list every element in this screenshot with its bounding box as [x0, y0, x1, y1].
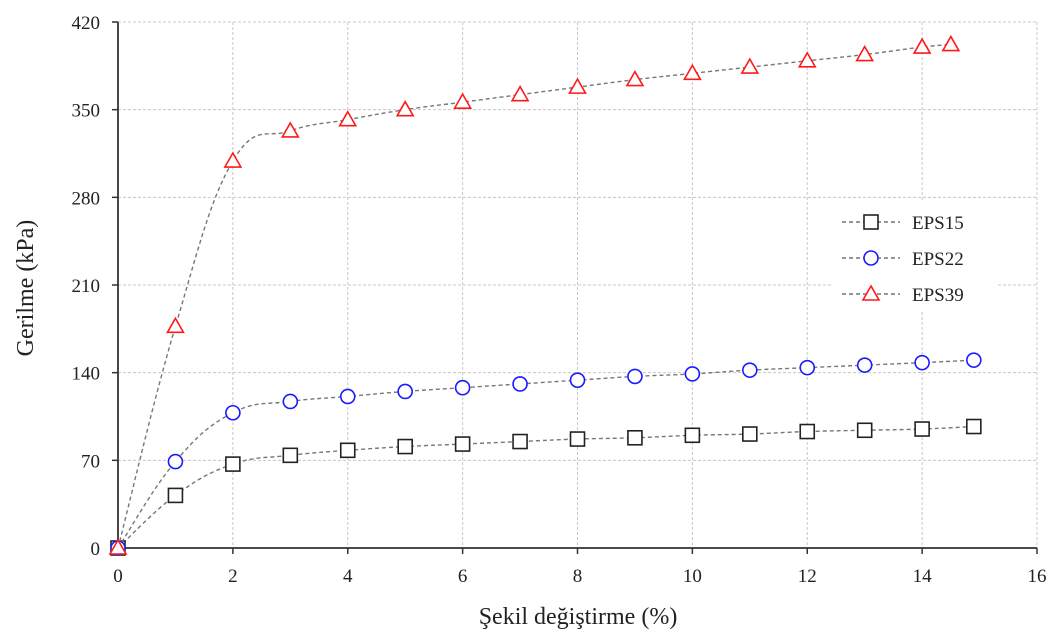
eps15-point — [684, 427, 701, 444]
eps15-point — [454, 436, 471, 452]
eps39-point — [568, 77, 587, 94]
eps15-point — [569, 431, 586, 447]
x-tick-label: 0 — [113, 566, 123, 587]
eps15-point — [966, 418, 982, 435]
eps15-point — [225, 456, 241, 472]
eps15-point — [627, 429, 643, 446]
legend-marker — [861, 284, 881, 301]
y-tick-label: 350 — [72, 101, 101, 122]
y-tick-label: 0 — [91, 539, 101, 560]
x-tick-label: 12 — [798, 566, 817, 587]
eps39-point — [338, 110, 358, 127]
eps15-point — [799, 423, 816, 440]
eps39-point — [108, 538, 128, 555]
eps39-point — [510, 85, 530, 102]
legend-label: EPS22 — [912, 249, 964, 270]
eps22-point — [397, 383, 413, 400]
eps22-point — [684, 366, 701, 382]
eps15-point — [339, 442, 356, 459]
legend-marker — [863, 250, 879, 266]
y-tick-label: 210 — [72, 276, 101, 297]
x-tick-label: 14 — [913, 566, 933, 587]
eps22-point — [627, 368, 643, 385]
y-tick-label: 140 — [72, 364, 101, 385]
eps22-point — [914, 354, 930, 371]
axes: 0 2 4 6 8 10 12 14 16 0 70 140 210 280 350 420 — [72, 13, 1047, 587]
y-tick-label: 420 — [72, 13, 101, 34]
series-eps15 — [110, 418, 982, 556]
eps15-point — [856, 422, 873, 439]
eps39-point — [280, 121, 300, 138]
series-line — [117, 43, 951, 549]
x-tick-label: 8 — [573, 566, 583, 587]
eps15-point — [167, 487, 184, 504]
eps15-point — [512, 433, 528, 450]
series-eps22 — [110, 352, 982, 556]
eps15-point — [914, 421, 930, 437]
legend-item-eps39: EPS39 — [842, 284, 964, 306]
x-tick-label: 10 — [683, 566, 702, 587]
eps15-point — [397, 438, 413, 455]
x-tick-label: 6 — [458, 566, 468, 587]
eps39-point — [740, 57, 760, 74]
legend-label: EPS39 — [912, 285, 964, 306]
x-tick-label: 2 — [228, 566, 238, 587]
eps22-point — [856, 357, 873, 373]
legend-item-eps15: EPS15 — [842, 213, 964, 234]
eps39-point — [223, 151, 243, 168]
eps39-point — [453, 92, 473, 109]
eps22-point — [569, 372, 586, 388]
eps39-point — [941, 34, 961, 52]
eps39-point — [395, 100, 415, 117]
series-line — [117, 359, 974, 549]
eps22-point — [339, 388, 356, 405]
eps22-point — [167, 453, 184, 470]
eps22-point — [225, 404, 241, 421]
y-axis-title: Gerilme (kPa) — [13, 220, 39, 357]
legend-marker — [863, 214, 879, 230]
eps22-point — [742, 362, 758, 378]
legend-item-eps22: EPS22 — [842, 249, 964, 270]
y-tick-label: 280 — [72, 188, 101, 209]
x-tick-label: 4 — [343, 566, 353, 587]
x-tick-label: 16 — [1028, 566, 1047, 587]
series-layer — [108, 34, 982, 556]
eps15-point — [282, 447, 299, 464]
legend: EPS15 EPS22 EPS39 — [832, 200, 997, 312]
eps39-point — [625, 69, 645, 87]
eps22-point — [282, 393, 299, 410]
eps39-point — [682, 63, 702, 81]
x-axis-title: Şekil değiştirme (%) — [479, 604, 678, 630]
eps22-point — [454, 379, 471, 396]
eps39-point — [912, 37, 932, 54]
series-eps39 — [108, 34, 961, 555]
eps39-point — [855, 44, 875, 62]
series-line — [117, 425, 974, 549]
eps22-point — [799, 359, 816, 376]
eps39-point — [166, 316, 185, 334]
y-tick-label: 70 — [81, 451, 100, 472]
legend-label: EPS15 — [912, 213, 964, 234]
eps39-point — [797, 51, 817, 68]
eps15-point — [742, 426, 758, 442]
eps22-point — [512, 376, 528, 392]
eps22-point — [966, 352, 982, 368]
